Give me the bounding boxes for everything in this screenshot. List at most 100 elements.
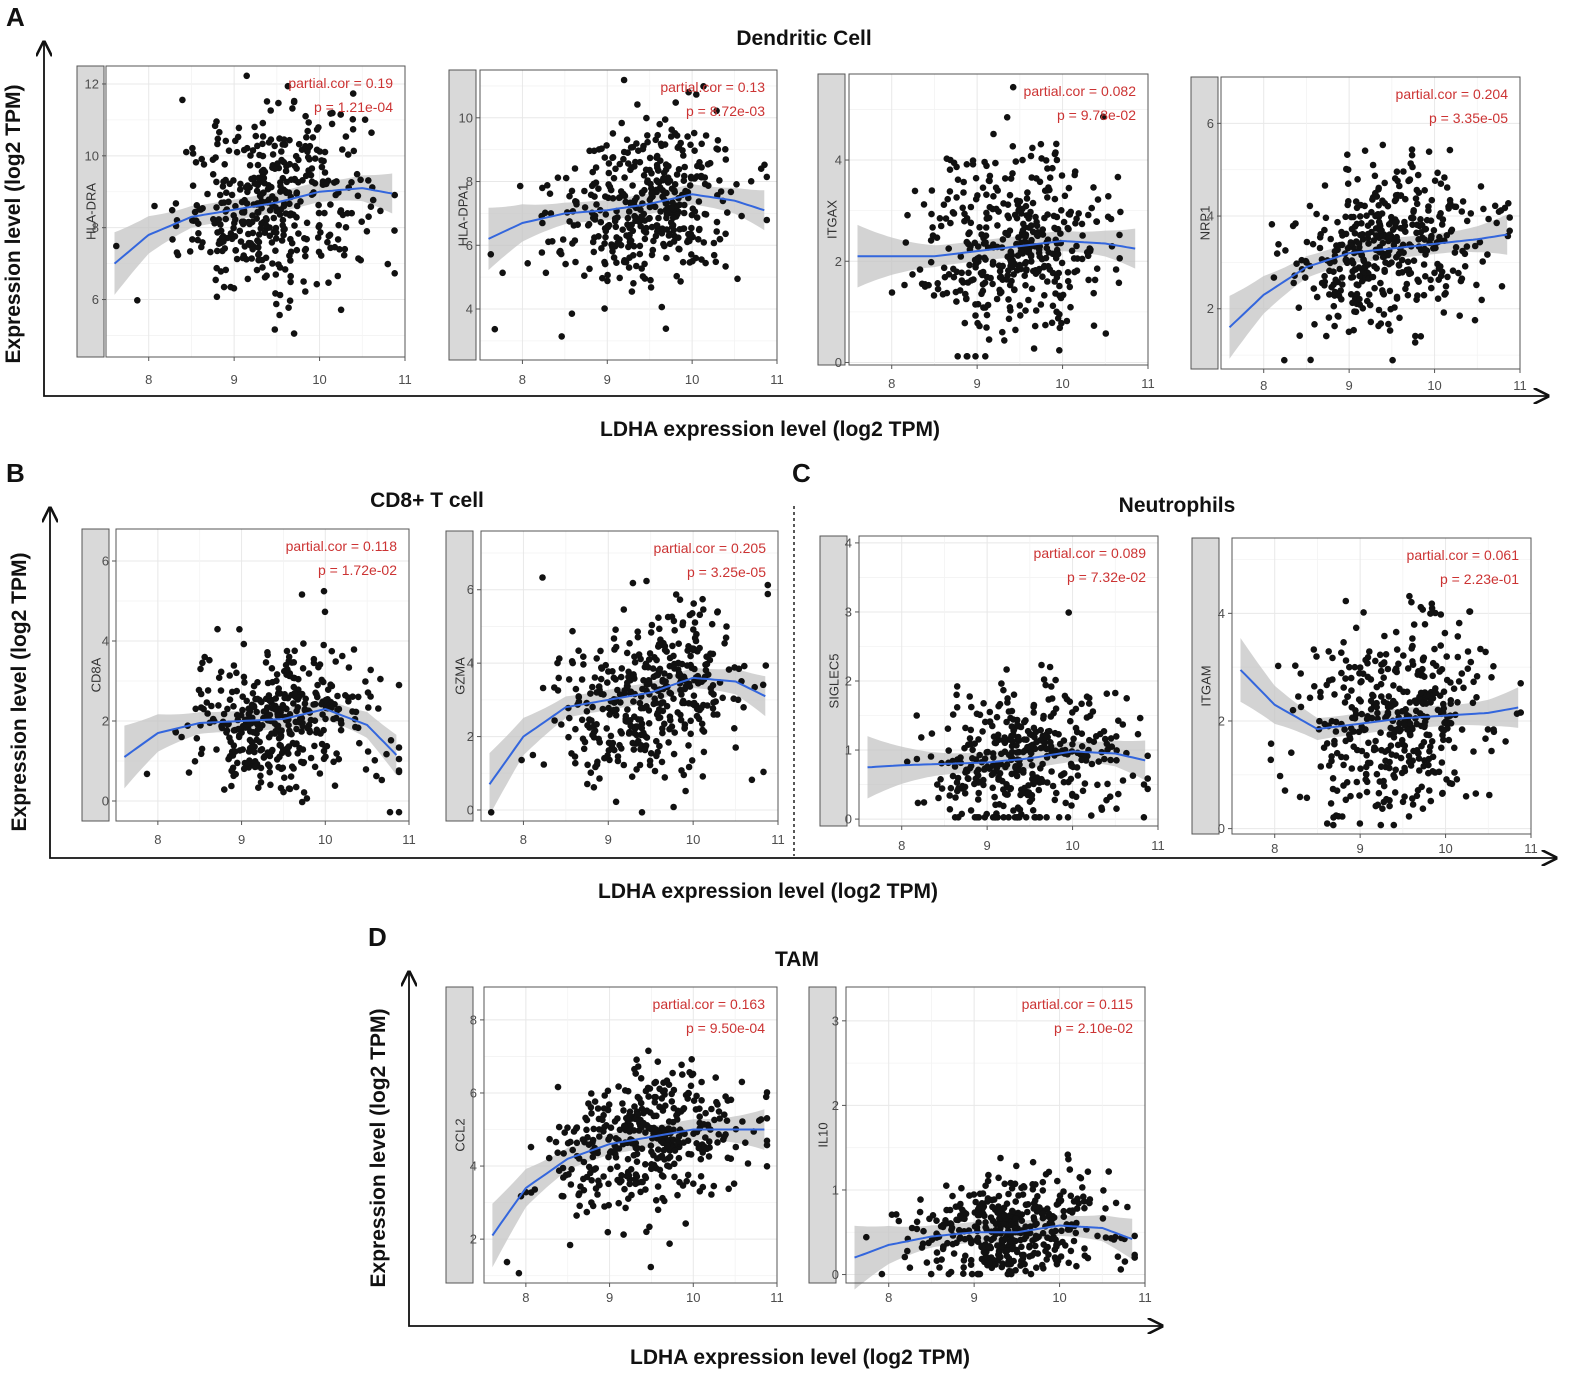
scatter-points — [143, 587, 403, 816]
data-point — [696, 644, 703, 652]
data-point — [1356, 664, 1364, 671]
data-point — [952, 1203, 960, 1210]
data-point — [1391, 789, 1399, 796]
data-point — [603, 142, 610, 149]
data-point — [231, 748, 239, 755]
data-point — [722, 263, 729, 270]
data-point — [352, 708, 360, 716]
data-point — [325, 232, 333, 240]
data-point — [953, 1216, 960, 1224]
data-point — [280, 158, 288, 166]
x-tick-label: 11 — [770, 372, 784, 387]
data-point — [242, 183, 250, 191]
data-point — [593, 655, 600, 662]
data-point — [645, 707, 653, 714]
data-point — [740, 704, 747, 711]
data-point — [607, 1165, 614, 1173]
data-point — [958, 1184, 965, 1192]
data-point — [646, 1223, 653, 1231]
data-point — [621, 174, 628, 181]
data-point — [1053, 156, 1061, 164]
data-point — [658, 303, 666, 311]
data-point — [697, 172, 705, 180]
data-point — [618, 119, 625, 127]
data-point — [647, 1125, 655, 1133]
data-point — [281, 694, 288, 702]
data-point — [567, 1181, 575, 1188]
data-point — [979, 1190, 987, 1197]
loess-fit-line — [488, 676, 766, 785]
data-point — [1400, 168, 1407, 175]
data-point — [1090, 322, 1098, 330]
data-point — [264, 651, 272, 659]
data-point — [1381, 748, 1389, 755]
data-point — [1107, 735, 1115, 742]
y-tick-label: 1 — [832, 1182, 839, 1197]
data-point — [670, 1104, 678, 1112]
data-point — [650, 237, 657, 245]
data-point — [590, 248, 598, 256]
data-point — [601, 260, 609, 268]
data-point — [605, 169, 613, 177]
data-point — [1270, 274, 1278, 281]
data-point — [697, 1155, 705, 1163]
data-point — [1039, 226, 1046, 233]
data-point — [1018, 1251, 1026, 1259]
data-point — [1029, 1158, 1037, 1166]
data-point — [1417, 216, 1424, 223]
data-point — [686, 683, 694, 690]
data-point — [637, 742, 645, 749]
data-point — [710, 699, 717, 706]
data-point — [581, 1138, 588, 1146]
data-point — [618, 1172, 625, 1179]
data-point — [554, 687, 562, 694]
data-point — [1095, 758, 1102, 765]
data-point — [989, 1203, 996, 1211]
data-point — [1366, 648, 1373, 655]
data-point — [1074, 255, 1081, 262]
data-point — [1407, 160, 1414, 167]
data-point — [700, 606, 707, 613]
data-point — [1325, 648, 1332, 655]
data-point — [669, 223, 676, 230]
data-point — [936, 1264, 943, 1271]
data-point — [704, 161, 712, 168]
data-point — [1031, 778, 1039, 786]
data-point — [1317, 693, 1324, 701]
data-point — [289, 105, 296, 112]
data-point — [1482, 735, 1489, 742]
x-tick-label: 10 — [1065, 838, 1079, 853]
data-point — [1057, 230, 1064, 237]
data-point — [246, 162, 254, 169]
data-point — [1295, 693, 1302, 700]
data-point — [1393, 233, 1400, 241]
data-point — [1356, 272, 1363, 280]
data-point — [937, 222, 945, 230]
data-point — [1062, 799, 1069, 807]
data-point — [986, 708, 994, 716]
data-point — [666, 1153, 674, 1161]
data-point — [934, 285, 942, 293]
data-point — [601, 1123, 608, 1131]
data-point — [302, 112, 309, 120]
data-point — [1480, 205, 1487, 213]
data-point — [690, 1180, 697, 1187]
data-point — [1329, 775, 1337, 782]
data-point — [1317, 763, 1325, 770]
data-point — [1276, 772, 1284, 780]
data-point — [1073, 764, 1081, 771]
data-point — [280, 136, 288, 143]
section-letter-c: C — [792, 458, 811, 488]
data-point — [1036, 178, 1044, 186]
data-point — [584, 722, 591, 729]
data-point — [713, 145, 720, 152]
data-point — [971, 239, 979, 247]
data-point — [542, 269, 550, 277]
data-point — [1375, 211, 1382, 218]
data-point — [983, 209, 990, 217]
data-point — [727, 188, 735, 196]
data-point — [960, 1264, 967, 1271]
data-point — [634, 628, 641, 635]
data-point — [332, 658, 340, 665]
y-tick-label: 6 — [1207, 116, 1214, 131]
